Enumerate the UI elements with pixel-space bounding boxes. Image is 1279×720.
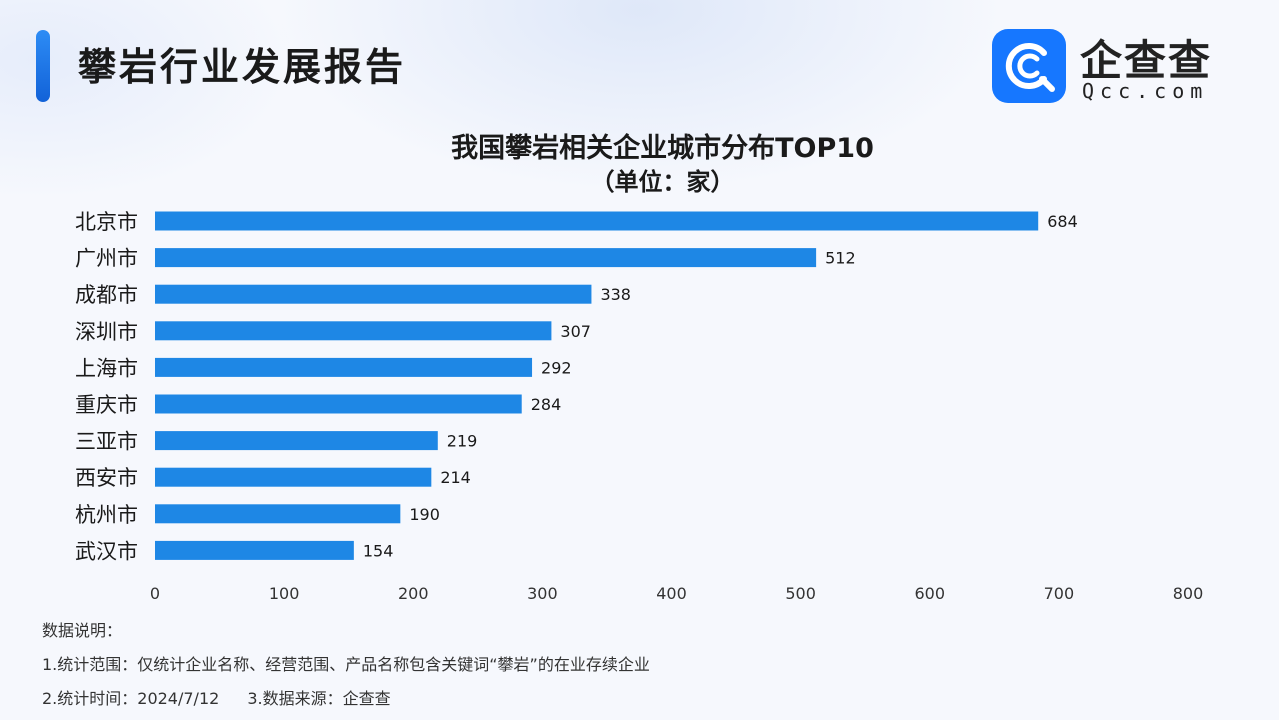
x-tick-label: 400 bbox=[656, 584, 687, 603]
bar-5 bbox=[155, 394, 522, 414]
title-accent-bar bbox=[36, 30, 50, 102]
x-tick-label: 800 bbox=[1173, 584, 1204, 603]
category-label: 杭州市 bbox=[75, 503, 138, 527]
bar-7 bbox=[155, 467, 432, 487]
bar-0 bbox=[155, 211, 1039, 231]
x-tick-label: 200 bbox=[398, 584, 429, 603]
value-label: 284 bbox=[531, 395, 562, 414]
x-tick-label: 600 bbox=[914, 584, 945, 603]
category-label: 深圳市 bbox=[75, 320, 138, 344]
category-label: 西安市 bbox=[75, 466, 138, 490]
value-label: 292 bbox=[541, 358, 572, 377]
bar-1 bbox=[155, 248, 817, 268]
bar-3 bbox=[155, 321, 552, 341]
logo-wordmark-cn: 企查查 bbox=[1080, 36, 1213, 85]
notes-source: 3.数据来源：企查查 bbox=[247, 689, 391, 708]
logo-wordmark-en: Qcc.com bbox=[1082, 79, 1209, 103]
x-tick-label: 500 bbox=[785, 584, 816, 603]
bar-4 bbox=[155, 357, 533, 377]
notes-time: 2.统计时间：2024/7/12 bbox=[42, 689, 220, 708]
bar-8 bbox=[155, 504, 401, 524]
value-label: 338 bbox=[600, 285, 631, 304]
value-label: 214 bbox=[440, 468, 471, 487]
value-label: 512 bbox=[825, 249, 856, 268]
qcc-logo-icon bbox=[992, 29, 1066, 103]
data-notes: 数据说明： 1.统计范围：仅统计企业名称、经营范围、产品名称包含关键词“攀岩”的… bbox=[42, 614, 650, 716]
bar-6 bbox=[155, 431, 438, 451]
notes-heading: 数据说明： bbox=[42, 621, 123, 640]
x-tick-label: 100 bbox=[269, 584, 300, 603]
category-label: 成都市 bbox=[75, 283, 138, 307]
category-label: 武汉市 bbox=[75, 539, 138, 563]
category-label: 北京市 bbox=[75, 210, 138, 234]
category-label: 上海市 bbox=[75, 356, 138, 380]
chart-subtitle: （单位：家） bbox=[590, 168, 735, 196]
bar-9 bbox=[155, 540, 354, 560]
value-label: 307 bbox=[560, 322, 591, 341]
category-label: 重庆市 bbox=[75, 393, 138, 417]
x-tick-label: 300 bbox=[527, 584, 558, 603]
chart-title: 我国攀岩相关企业城市分布TOP10 bbox=[451, 133, 874, 164]
x-tick-label: 700 bbox=[1044, 584, 1075, 603]
category-label: 广州市 bbox=[75, 247, 138, 271]
notes-scope: 1.统计范围：仅统计企业名称、经营范围、产品名称包含关键词“攀岩”的在业存续企业 bbox=[42, 655, 650, 674]
qcc-logo: 企查查 Qcc.com bbox=[992, 29, 1242, 103]
notes-time-source: 2.统计时间：2024/7/12 3.数据来源：企查查 bbox=[42, 682, 650, 716]
value-label: 190 bbox=[409, 505, 440, 524]
bar-2 bbox=[155, 284, 592, 304]
report-title: 攀岩行业发展报告 bbox=[78, 45, 407, 89]
category-label: 三亚市 bbox=[75, 430, 138, 454]
value-label: 154 bbox=[363, 541, 394, 560]
value-label: 684 bbox=[1047, 212, 1078, 231]
value-label: 219 bbox=[447, 432, 478, 451]
x-tick-label: 0 bbox=[150, 584, 160, 603]
